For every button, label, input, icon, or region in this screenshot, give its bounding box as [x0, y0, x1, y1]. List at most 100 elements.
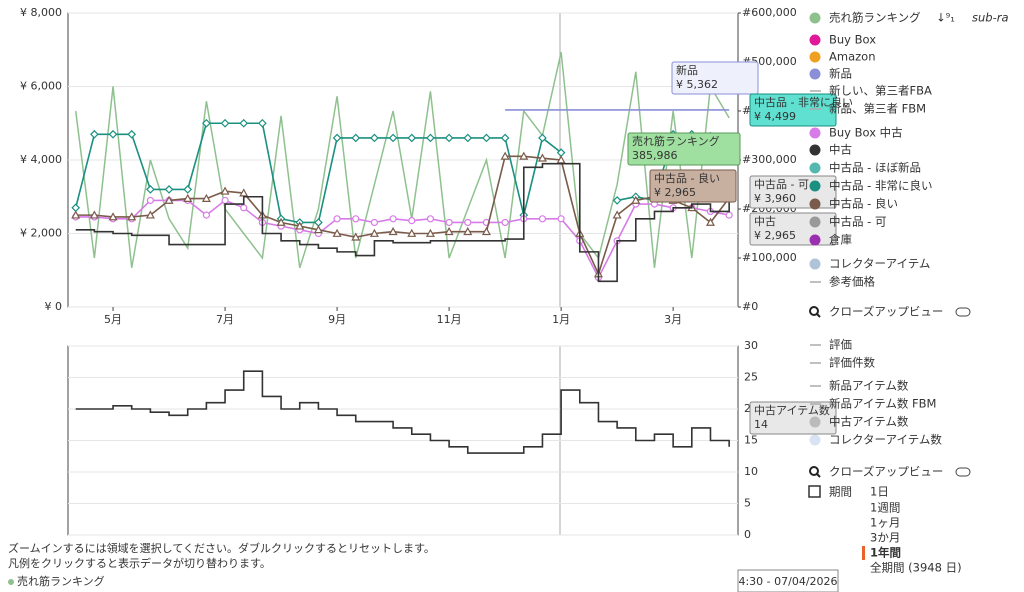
legend-label[interactable]: コレクターアイテム [829, 257, 930, 271]
legend-label[interactable]: 新品、第三者 FBM [829, 102, 926, 116]
x-tick-label: 3月 [664, 313, 682, 326]
x-tick-label: 1月 [552, 313, 570, 326]
legend-label[interactable]: 参考価格 [829, 275, 875, 289]
tooltip-value: 14 [754, 418, 768, 431]
series-marker [71, 210, 81, 219]
legend-swatch [809, 51, 821, 63]
toggle[interactable] [955, 307, 971, 317]
series-marker [127, 129, 137, 139]
series-marker [407, 228, 417, 237]
y2-tick-label: #300,000 [742, 153, 797, 166]
series-marker [239, 188, 249, 197]
series-marker [313, 225, 323, 234]
series-marker [426, 133, 435, 143]
y-tick-label: 15 [744, 434, 758, 447]
x-tick-label: 5月 [104, 313, 122, 326]
closeup-label[interactable]: クローズアップビュー [829, 465, 943, 479]
legend-label[interactable]: 倉庫 [829, 233, 852, 247]
tooltip-value: ¥ 2,965 [754, 229, 796, 242]
search-icon [809, 306, 819, 316]
series-marker [145, 210, 155, 219]
closeup-label[interactable]: クローズアップビュー [829, 305, 943, 319]
legend-swatch [809, 434, 821, 446]
tooltip-box [649, 169, 737, 203]
legend-label[interactable]: Amazon [829, 50, 875, 64]
period-option[interactable]: 1年間 [870, 546, 901, 560]
period-option[interactable]: 全期間 (3948 日) [870, 561, 962, 575]
series-marker [500, 133, 510, 143]
legend-label[interactable]: 中古品 - 可 [829, 215, 886, 229]
series-line [75, 162, 730, 283]
y-tick-label: ¥ 8,000 [20, 6, 62, 19]
series-marker [557, 215, 565, 223]
series-marker [332, 133, 342, 143]
legend-label[interactable]: 中古 [829, 143, 852, 157]
period-option[interactable]: 1日 [870, 485, 889, 499]
period-selected [862, 546, 865, 560]
tooltip-value: ¥ 2,965 [654, 186, 696, 199]
series-marker [426, 215, 435, 223]
search-icon [809, 466, 819, 476]
series-marker [240, 204, 248, 212]
period-option[interactable]: 3か月 [870, 531, 900, 545]
series-marker [463, 226, 473, 236]
sort-icon[interactable]: ↓⁹₁ [936, 11, 955, 25]
legend-label[interactable]: 中古品 - ほぼ新品 [829, 161, 921, 175]
legend-label[interactable]: 中古アイテム数 [829, 415, 909, 429]
legend-swatch [809, 180, 821, 192]
series-marker [612, 196, 622, 205]
legend-label[interactable]: 新品 [829, 67, 852, 81]
legend-label[interactable]: 中古品 - 非常に良い [829, 179, 932, 193]
tooltip-title: 中古 [754, 215, 776, 228]
legend-swatch [809, 198, 821, 210]
series-marker [146, 196, 154, 205]
period-option[interactable]: 1ヶ月 [870, 516, 900, 530]
legend-label[interactable]: 評価件数 [829, 356, 875, 370]
legend-label[interactable]: 新品アイテム数 [829, 379, 909, 393]
series-marker [201, 193, 211, 202]
series-marker [408, 217, 416, 225]
series-marker [500, 151, 510, 160]
sub-link[interactable]: sub-ra [972, 11, 1009, 25]
legend-swatch [809, 234, 821, 246]
series-marker [482, 133, 491, 143]
tooltip-box [627, 132, 741, 166]
series-marker [725, 211, 733, 219]
series-marker [705, 217, 715, 226]
series-marker [90, 129, 99, 139]
period-option[interactable]: 1週間 [870, 501, 900, 515]
tooltip-value: ¥ 5,362 [676, 78, 718, 91]
legend-label[interactable]: 中古品 - 良い [829, 197, 898, 211]
legend-label[interactable]: 新しい、第三者FBA [829, 84, 932, 98]
legend-label[interactable]: Buy Box [829, 33, 876, 47]
y2-tick-label: #600,000 [742, 6, 797, 19]
series-line [74, 52, 730, 269]
x-tick-label: 9月 [328, 313, 346, 326]
tooltip-value: ¥ 3,960 [754, 192, 796, 205]
y-tick-label: 30 [744, 339, 758, 352]
toggle[interactable] [955, 467, 971, 477]
legend-label[interactable]: 新品アイテム数 FBM [829, 397, 936, 411]
series-marker [425, 228, 435, 237]
series-marker [369, 228, 379, 237]
legend-label[interactable]: 売れ筋ランキング [829, 11, 921, 25]
tooltip-title: 売れ筋ランキング [632, 134, 720, 148]
series-marker [481, 226, 491, 236]
series-marker [239, 118, 249, 128]
legend-label[interactable]: コレクターアイテム数 [829, 433, 942, 447]
series-marker [407, 133, 417, 143]
y-tick-label: ¥ 6,000 [20, 80, 62, 93]
tooltip-value: ¥ 4,499 [754, 110, 796, 123]
legend-label[interactable]: 評価 [829, 338, 852, 352]
series-marker [89, 210, 99, 219]
calendar-icon [808, 485, 821, 498]
legend-swatch [809, 68, 821, 80]
footer-legend[interactable]: 売れ筋ランキング [17, 574, 105, 588]
series-marker [108, 129, 118, 139]
tooltip-title: 新品 [676, 63, 698, 77]
series-marker [258, 118, 267, 128]
series-marker [519, 151, 529, 160]
search-icon [816, 313, 821, 318]
series-marker [351, 133, 361, 143]
legend-label[interactable]: Buy Box 中古 [829, 126, 903, 140]
